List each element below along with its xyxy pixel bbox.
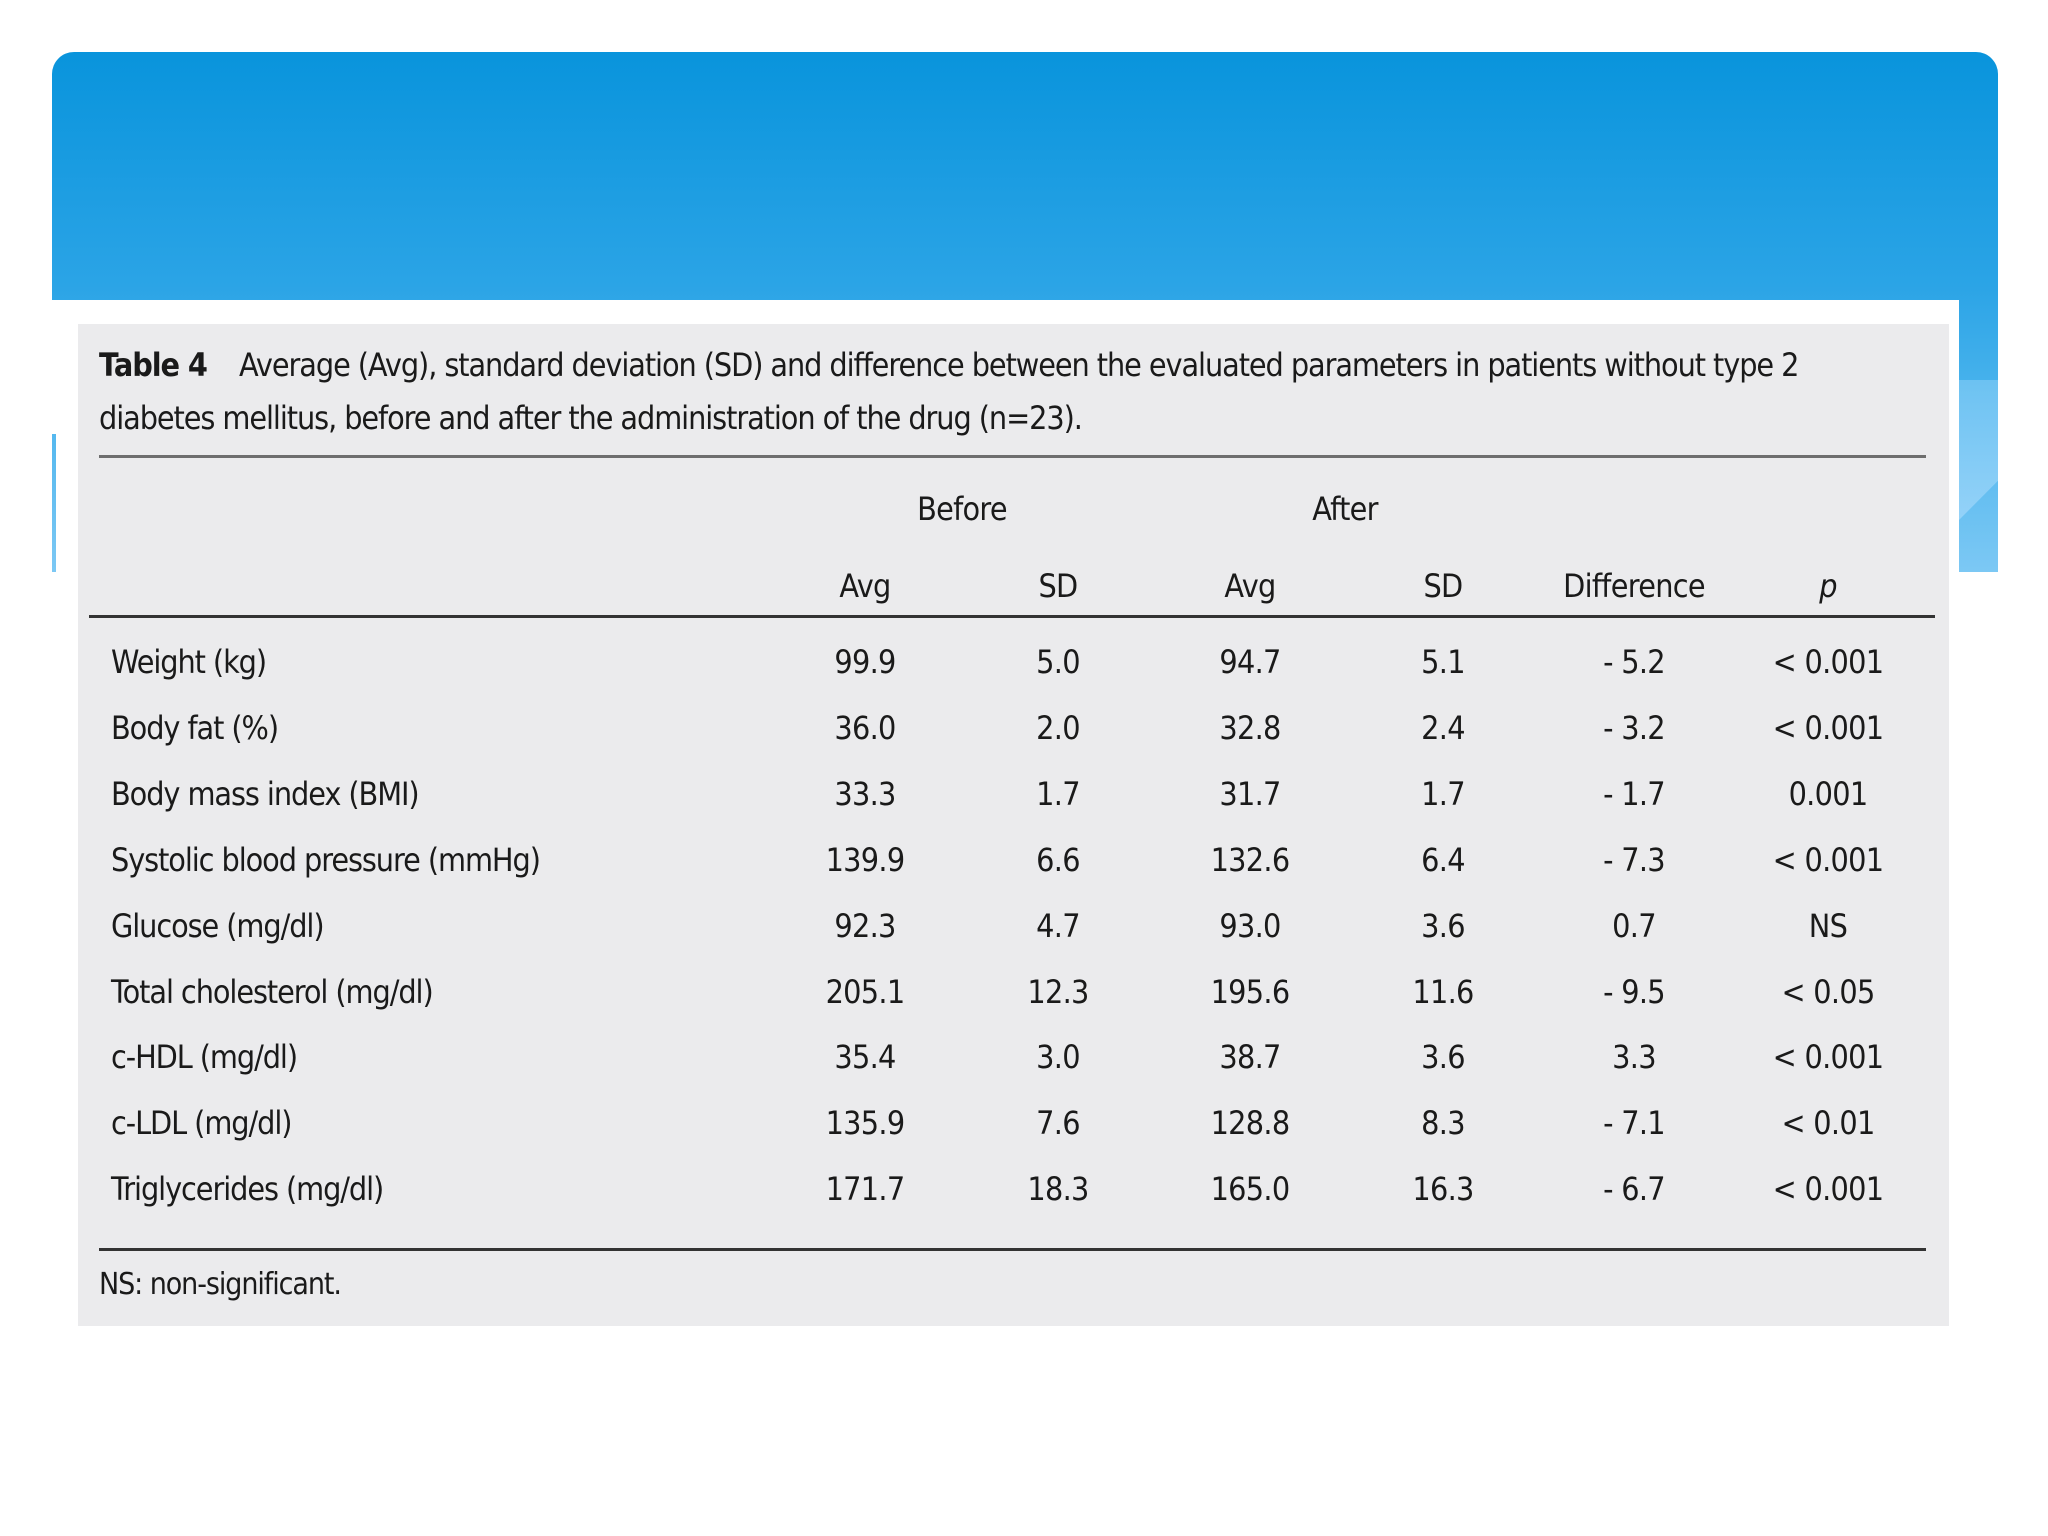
table-cell: 32.8 (1219, 708, 1281, 747)
table-cell: 139.9 (825, 840, 906, 879)
table-cell: 132.6 (1210, 840, 1291, 879)
row-label: Glucose (mg/dl) (111, 906, 325, 945)
table-cell: - 5.2 (1603, 643, 1665, 681)
group-header-before: Before (917, 490, 1008, 528)
table-cell: 171.7 (825, 1170, 906, 1209)
table-cell: - 6.7 (1603, 1170, 1665, 1209)
table-cell: 3.0 (1036, 1038, 1080, 1077)
table-cell: < 0.001 (1772, 840, 1884, 879)
table-cell: < 0.001 (1772, 643, 1884, 681)
table-cell: 128.8 (1210, 1104, 1291, 1143)
table-cell: 135.9 (825, 1104, 906, 1143)
row-label: Body fat (%) (111, 708, 279, 747)
table-cell: 31.7 (1219, 774, 1281, 813)
table-cell: 2.0 (1036, 708, 1080, 747)
table-cell: 3.6 (1421, 1038, 1465, 1077)
table-cell: 6.6 (1036, 840, 1080, 879)
table-cell: 3.6 (1421, 906, 1465, 945)
group-header-after: After (1312, 490, 1378, 528)
table-cell: 7.6 (1036, 1104, 1080, 1143)
table-cell: 5.1 (1421, 643, 1465, 681)
table-cell: 1.7 (1421, 774, 1465, 813)
row-label: Systolic blood pressure (mmHg) (111, 840, 541, 879)
table-cell: 8.3 (1421, 1104, 1465, 1143)
row-label: c-LDL (mg/dl) (111, 1104, 292, 1143)
header-rule (89, 615, 1935, 618)
table-cell: 2.4 (1421, 708, 1465, 747)
table-cell: 3.3 (1612, 1038, 1656, 1077)
table-cell: 4.7 (1036, 906, 1080, 945)
table-cell: - 9.5 (1603, 972, 1665, 1011)
table-caption-label: Table 4 (99, 346, 208, 384)
table-cell: 35.4 (834, 1038, 896, 1077)
table-cell: 5.0 (1036, 643, 1080, 681)
row-label: Total cholesterol (mg/dl) (111, 972, 434, 1011)
column-header: Avg (1224, 567, 1276, 605)
row-label: c-HDL (mg/dl) (111, 1038, 298, 1077)
column-header: Avg (839, 567, 891, 605)
table-cell: 38.7 (1219, 1038, 1281, 1077)
table-cell: 18.3 (1027, 1170, 1089, 1209)
table-cell: 99.9 (834, 643, 896, 681)
column-header: SD (1423, 567, 1463, 605)
table-cell: 1.7 (1036, 774, 1080, 813)
table-cell: < 0.01 (1781, 1104, 1875, 1143)
table-cell: 33.3 (834, 774, 896, 813)
table-cell: 93.0 (1219, 906, 1281, 945)
table-cell: < 0.001 (1772, 708, 1884, 747)
table-cell: 205.1 (825, 972, 906, 1011)
table-image (78, 324, 1949, 1326)
table-cell: - 7.3 (1603, 840, 1665, 879)
table-cell: 92.3 (834, 906, 896, 945)
table-cell: 0.001 (1788, 774, 1869, 813)
table-cell: 195.6 (1210, 972, 1291, 1011)
table-cell: 36.0 (834, 708, 896, 747)
table-cell: 0.7 (1612, 906, 1656, 945)
table-cell: < 0.001 (1772, 1038, 1884, 1077)
bottom-rule (99, 1248, 1926, 1251)
table-cell: 165.0 (1210, 1170, 1291, 1209)
table-cell: NS (1808, 906, 1848, 945)
table-cell: - 7.1 (1603, 1104, 1665, 1143)
table-cell: < 0.001 (1772, 1170, 1884, 1209)
table-cell: 6.4 (1421, 840, 1465, 879)
column-header: p (1819, 567, 1837, 605)
table-cell: 94.7 (1219, 643, 1281, 681)
column-header: SD (1038, 567, 1078, 605)
table-caption-line1: Average (Avg), standard deviation (SD) a… (239, 346, 1799, 384)
slide-content-edge (52, 300, 58, 434)
table-caption-line2: diabetes mellitus, before and after the … (99, 399, 1083, 437)
table-cell: 16.3 (1412, 1170, 1474, 1209)
table-cell: 11.6 (1412, 972, 1474, 1011)
caption-rule (99, 455, 1926, 458)
table-cell: 12.3 (1027, 972, 1089, 1011)
table-cell: < 0.05 (1781, 972, 1875, 1011)
table-cell: - 1.7 (1603, 774, 1665, 813)
row-label: Weight (kg) (111, 643, 267, 681)
table-cell: - 3.2 (1603, 708, 1665, 747)
row-label: Body mass index (BMI) (111, 774, 420, 813)
row-label: Triglycerides (mg/dl) (111, 1170, 384, 1209)
column-header: Difference (1563, 567, 1705, 605)
table-footnote: NS: non-significant. (99, 1267, 342, 1302)
